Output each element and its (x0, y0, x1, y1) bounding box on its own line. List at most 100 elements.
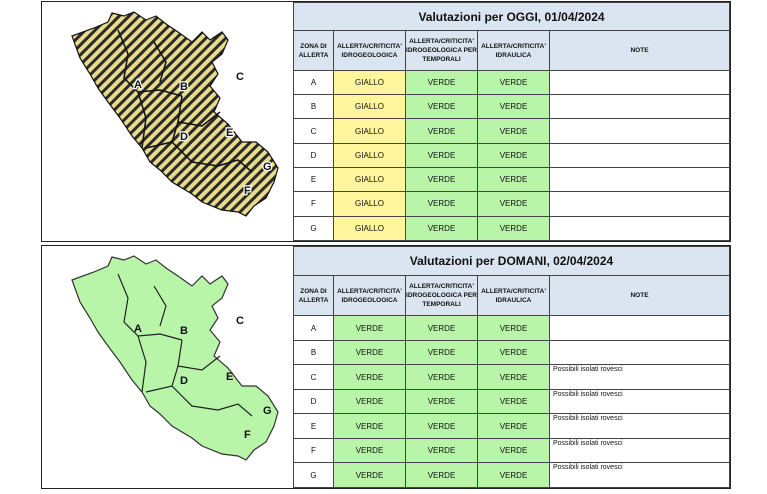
zone-cell: E (293, 167, 334, 193)
note-cell: Possibili isolati rovesci (549, 388, 730, 415)
map-zone-label: E (226, 127, 233, 139)
map-zone-label: E (226, 371, 233, 383)
temporali-cell: VERDE (405, 215, 478, 242)
zone-cell: C (293, 364, 334, 390)
header-idraulica: ALLERTA/CRITICITA' IDRAULICA (477, 274, 550, 317)
map-zone-label: G (263, 161, 272, 173)
temporali-cell: VERDE (405, 167, 478, 193)
note-cell (549, 315, 730, 341)
idro-cell: GIALLO (333, 69, 406, 96)
idro-cell: VERDE (333, 462, 406, 488)
zone-cell: G (293, 462, 334, 488)
header-zona: ZONA DI ALLERTA (293, 30, 334, 71)
zone-cell: A (293, 315, 334, 341)
idro-cell: GIALLO (333, 94, 406, 120)
idraulica-cell: VERDE (477, 69, 550, 96)
note-cell (549, 118, 730, 144)
header-idro: ALLERTA/CRITICITA' IDROGEOLOGICA (333, 274, 406, 317)
idraulica-cell: VERDE (477, 388, 550, 415)
note-cell (549, 339, 730, 366)
idro-cell: GIALLO (333, 118, 406, 144)
map-zone-label: B (180, 325, 188, 337)
idraulica-cell: VERDE (477, 142, 550, 169)
map-zone-label: C (236, 71, 244, 83)
temporali-cell: VERDE (405, 364, 478, 390)
today-table: Valutazioni per OGGI, 01/04/2024 ZONA DI… (293, 1, 730, 242)
map-zone-label: D (180, 375, 188, 387)
tomorrow-rows: A VERDE VERDE VERDE B VERDE VERDE VERDE C VERDE VE… (293, 315, 730, 488)
zone-cell: E (293, 413, 334, 439)
idraulica-cell: VERDE (477, 94, 550, 120)
table-row: F GIALLO VERDE VERDE (293, 191, 730, 217)
table-row: G VERDE VERDE VERDE Possibili isolati rovesc… (293, 462, 730, 488)
map-zone-label: G (263, 405, 272, 417)
idro-cell: VERDE (333, 437, 406, 464)
idro-cell: GIALLO (333, 142, 406, 169)
note-cell: Possibili isolati rovesci (549, 413, 730, 439)
table-row: B GIALLO VERDE VERDE (293, 94, 730, 120)
idro-cell: VERDE (333, 315, 406, 341)
idraulica-cell: VERDE (477, 167, 550, 193)
temporali-cell: VERDE (405, 462, 478, 488)
today-title: Valutazioni per OGGI, 01/04/2024 (293, 1, 730, 32)
table-row: B VERDE VERDE VERDE (293, 339, 730, 366)
header-idraulica: ALLERTA/CRITICITA' IDRAULICA (477, 30, 550, 71)
header-idro: ALLERTA/CRITICITA' IDROGEOLOGICA (333, 30, 406, 71)
temporali-cell: VERDE (405, 118, 478, 144)
header-temporali: ALLERTA/CRITICITA' IDROGEOLOGICA PER TEM… (405, 30, 478, 71)
temporali-cell: VERDE (405, 94, 478, 120)
note-cell (549, 94, 730, 120)
idro-cell: VERDE (333, 364, 406, 390)
note-cell (549, 167, 730, 193)
map-zone-label: D (180, 131, 188, 143)
map-zone-label: B (180, 81, 188, 93)
idraulica-cell: VERDE (477, 215, 550, 242)
idraulica-cell: VERDE (477, 462, 550, 488)
zone-cell: B (293, 339, 334, 366)
temporali-cell: VERDE (405, 388, 478, 415)
idro-cell: GIALLO (333, 215, 406, 242)
zone-cell: G (293, 215, 334, 242)
note-cell: Possibili isolati rovesci (549, 437, 730, 464)
idraulica-cell: VERDE (477, 437, 550, 464)
zone-cell: C (293, 118, 334, 144)
temporali-cell: VERDE (405, 437, 478, 464)
map-zone-label: C (236, 315, 244, 327)
zone-cell: F (293, 191, 334, 217)
temporali-cell: VERDE (405, 191, 478, 217)
note-cell: Possibili isolati rovesci (549, 462, 730, 488)
temporali-cell: VERDE (405, 339, 478, 366)
table-row: D GIALLO VERDE VERDE (293, 142, 730, 169)
temporali-cell: VERDE (405, 69, 478, 96)
table-row: A GIALLO VERDE VERDE (293, 69, 730, 96)
idro-cell: VERDE (333, 388, 406, 415)
map-zone-label: A (134, 79, 142, 91)
idro-cell: VERDE (333, 339, 406, 366)
header-temporali: ALLERTA/CRITICITA' IDROGEOLOGICA PER TEM… (405, 274, 478, 317)
zone-cell: D (293, 388, 334, 415)
idraulica-cell: VERDE (477, 191, 550, 217)
temporali-cell: VERDE (405, 413, 478, 439)
header-zona: ZONA DI ALLERTA (293, 274, 334, 317)
temporali-cell: VERDE (405, 142, 478, 169)
idraulica-cell: VERDE (477, 413, 550, 439)
header-note: NOTE (549, 30, 730, 71)
idro-cell: VERDE (333, 413, 406, 439)
today-rows: A GIALLO VERDE VERDE B GIALLO VERDE VERDE C GIALL… (293, 69, 730, 242)
tomorrow-title: Valutazioni per DOMANI, 02/04/2024 (293, 246, 730, 276)
table-row: G GIALLO VERDE VERDE (293, 215, 730, 242)
zone-cell: B (293, 94, 334, 120)
idro-cell: GIALLO (333, 191, 406, 217)
idraulica-cell: VERDE (477, 339, 550, 366)
map-zone-label: A (134, 323, 142, 335)
table-row: C VERDE VERDE VERDE Possibili isolati rovesc… (293, 364, 730, 390)
note-cell (549, 142, 730, 169)
idraulica-cell: VERDE (477, 364, 550, 390)
note-cell: Possibili isolati rovesci (549, 364, 730, 390)
table-row: A VERDE VERDE VERDE (293, 315, 730, 341)
tomorrow-table: Valutazioni per DOMANI, 02/04/2024 ZONA … (293, 246, 730, 488)
